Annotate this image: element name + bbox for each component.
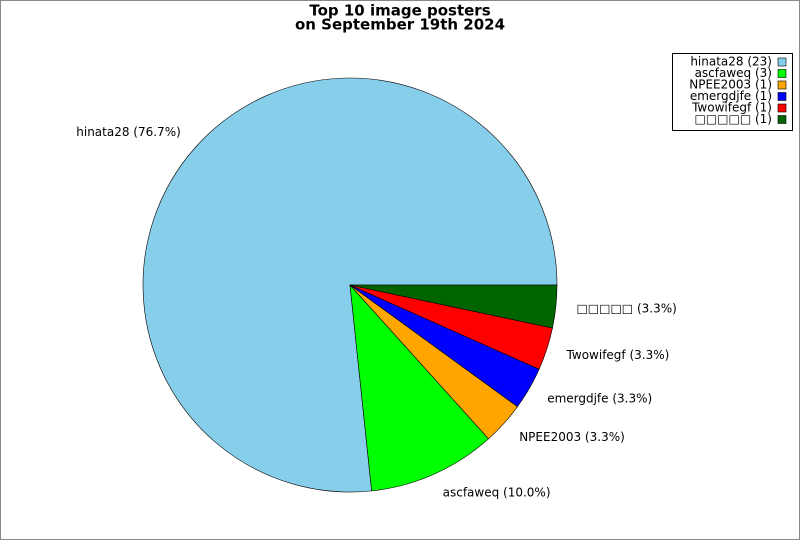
chart-title: on September 19th 2024 [295, 16, 505, 34]
pie-slice [349, 284, 489, 492]
legend-label: NPEE2003 (1) [689, 78, 772, 92]
slice-label: hinata28 (76.7%) [76, 125, 181, 139]
legend-swatch [777, 69, 787, 78]
legend-box [672, 53, 793, 131]
slice-label: □□□□□ (3.3%) [576, 301, 676, 315]
legend-swatch [777, 103, 787, 113]
slice-label: NPEE2003 (3.3%) [519, 430, 625, 444]
chart-title: Top 10 image posters [309, 2, 490, 20]
legend-swatch [777, 92, 787, 101]
pie-slice [142, 77, 558, 493]
legend-swatch [777, 57, 787, 67]
legend-label: hinata28 (23) [690, 55, 772, 69]
legend-label: □□□□□ (1) [694, 112, 772, 126]
slice-label: emergdjfe (3.3%) [547, 391, 652, 405]
legend-label: Twowifegf (1) [691, 101, 772, 115]
legend-swatch [777, 80, 787, 90]
legend-label: emergdjfe (1) [690, 89, 772, 103]
pie-slice [349, 284, 558, 329]
slice-label: ascfaweq (10.0%) [443, 486, 551, 500]
legend-swatch [777, 115, 787, 124]
legend-label: ascfaweq (3) [695, 66, 772, 80]
slice-label: Twowifegf (3.3%) [566, 348, 670, 362]
